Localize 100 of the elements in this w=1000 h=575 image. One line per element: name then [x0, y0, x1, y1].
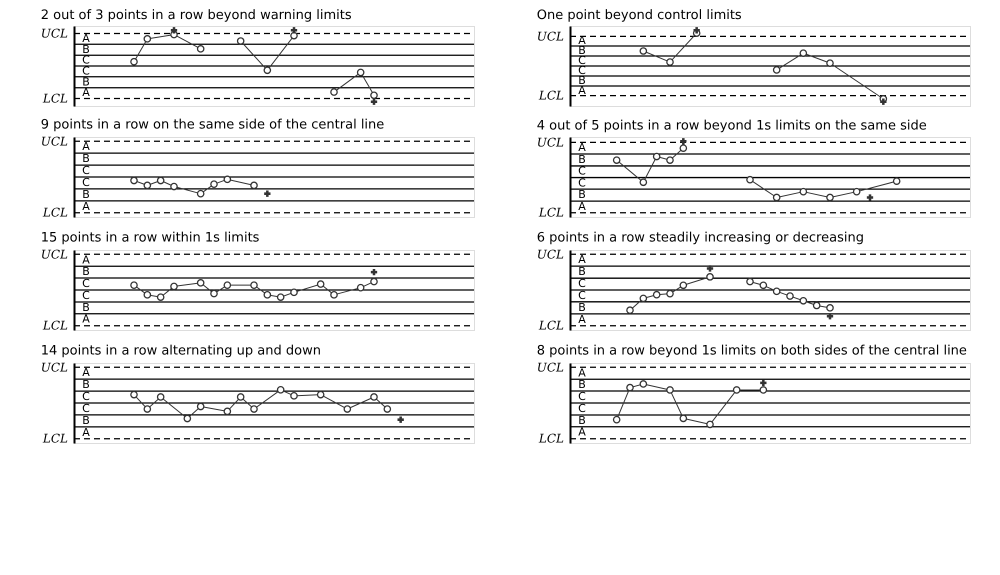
- ref-line-label: UCL: [40, 134, 68, 148]
- chart-title: 4 out of 5 points in a row beyond 1s limits on the same side: [536, 118, 927, 134]
- point: [800, 49, 808, 57]
- point: [196, 190, 204, 198]
- point: [626, 384, 634, 392]
- annotation: A: [82, 32, 90, 45]
- point: [370, 278, 378, 286]
- ref-line-label: UCL: [536, 247, 564, 262]
- annotation: B: [578, 152, 586, 166]
- text: B: [82, 300, 90, 314]
- ref-line-label: LCL: [538, 88, 564, 103]
- point: [732, 386, 740, 394]
- point: [680, 138, 686, 144]
- annotation: A: [578, 312, 586, 326]
- text: A: [578, 253, 586, 266]
- annotation: A: [578, 141, 586, 154]
- chart-title: 2 out of 3 points in a row beyond warning limits: [40, 8, 352, 23]
- point: [170, 27, 178, 34]
- point: [370, 393, 378, 401]
- point: [130, 390, 138, 398]
- text: A: [82, 140, 90, 154]
- annotation: C: [82, 288, 90, 302]
- point: [826, 194, 834, 202]
- text: B: [82, 152, 90, 166]
- point: [290, 27, 298, 34]
- point: [652, 290, 660, 299]
- point: [250, 182, 258, 190]
- annotation: C: [82, 176, 90, 189]
- point: [170, 182, 178, 190]
- point: [680, 144, 688, 152]
- annotation: C: [578, 277, 586, 290]
- point: [196, 279, 204, 287]
- ref-line-label: LCL: [538, 206, 564, 220]
- point: [666, 58, 674, 66]
- point: [276, 386, 284, 394]
- point: [144, 182, 152, 190]
- point: [370, 268, 378, 276]
- point: [250, 405, 258, 413]
- ref-line-label: UCL: [536, 29, 564, 44]
- ref-line-label: UCL: [536, 360, 564, 374]
- point: [706, 265, 714, 272]
- point: [196, 402, 204, 410]
- point: [680, 414, 688, 422]
- annotation: B: [82, 378, 90, 392]
- text: A: [82, 312, 90, 326]
- point: [170, 282, 178, 290]
- point: [640, 380, 648, 388]
- ref-line-label: LCL: [42, 206, 68, 220]
- text: A: [82, 426, 90, 439]
- point: [746, 176, 754, 184]
- point: [826, 59, 834, 67]
- point: [130, 58, 138, 66]
- annotation: B: [578, 378, 586, 392]
- point: [786, 292, 794, 300]
- point: [356, 284, 364, 292]
- point: [156, 393, 164, 401]
- chart-title: 8 points in a row beyond 1s limits on both sides of the central line: [536, 343, 967, 358]
- point: [612, 416, 620, 424]
- point: [290, 392, 298, 400]
- point: [276, 293, 284, 301]
- ref-line-label: LCL: [538, 318, 564, 333]
- point: [184, 414, 192, 422]
- annotation: A: [82, 86, 90, 100]
- point: [866, 194, 874, 201]
- point: [892, 177, 900, 185]
- text: A: [578, 426, 586, 439]
- point: [694, 27, 700, 34]
- annotation: C: [82, 164, 90, 178]
- annotation: C: [578, 164, 586, 178]
- annotation: C: [82, 277, 90, 290]
- point: [384, 405, 392, 413]
- ref-line-label: LCL: [42, 318, 68, 333]
- point: [236, 393, 244, 401]
- chart-title: One point beyond control limits: [536, 8, 742, 23]
- point: [826, 304, 834, 312]
- point: [144, 291, 152, 299]
- annotation: B: [82, 414, 90, 427]
- point: [666, 386, 674, 394]
- annotation: C: [82, 402, 90, 415]
- annotation: B: [82, 265, 90, 278]
- text: A: [82, 253, 90, 266]
- ref-line-label: UCL: [536, 135, 564, 150]
- point: [640, 47, 648, 55]
- text: A: [82, 366, 90, 380]
- point: [290, 288, 298, 296]
- point: [772, 66, 780, 74]
- point: [760, 281, 768, 290]
- point: [640, 294, 648, 302]
- annotation: C: [578, 288, 586, 302]
- annotation: C: [578, 402, 586, 415]
- point: [210, 290, 218, 298]
- point: [398, 416, 404, 423]
- point: [224, 176, 232, 184]
- point: [196, 45, 204, 53]
- ref-line-label: UCL: [40, 360, 68, 374]
- point: [130, 281, 138, 289]
- text: A: [578, 366, 586, 380]
- point: [250, 281, 258, 289]
- point: [290, 32, 298, 40]
- chart-title: 9 points in a row on the same side of the central line: [40, 117, 384, 132]
